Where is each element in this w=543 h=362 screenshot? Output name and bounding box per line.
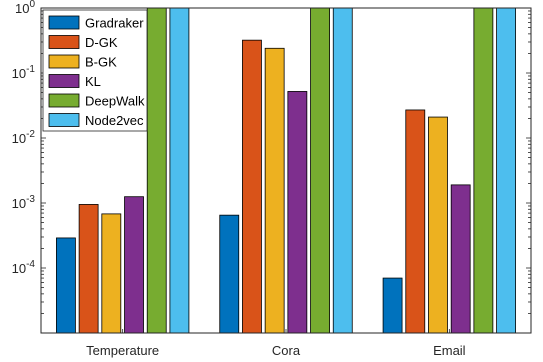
bar-b-gk-temperature xyxy=(101,213,122,333)
bar-node2vec-cora xyxy=(332,8,353,333)
legend-label-d-gk: D-GK xyxy=(85,35,118,50)
y-tick-label: 100 xyxy=(15,0,35,16)
y-tick-label: 10-1 xyxy=(12,64,36,81)
bar-kl-cora xyxy=(287,91,308,333)
legend-swatch-gradraker xyxy=(48,15,80,30)
legend-swatch-kl xyxy=(48,74,80,88)
y-tick-label: 10-2 xyxy=(12,129,36,146)
x-tick-label-temperature: Temperature xyxy=(86,343,159,358)
bar-deepwalk-cora xyxy=(310,8,330,333)
bar-gradraker-email xyxy=(382,277,403,333)
x-axis: Temperature Cora Email xyxy=(86,329,466,358)
bar-node2vec-temperature xyxy=(169,8,190,333)
bar-deepwalk-email xyxy=(473,8,494,333)
x-tick-label-cora: Cora xyxy=(272,343,301,358)
bar-gradraker-temperature xyxy=(56,237,76,333)
bars-group xyxy=(56,8,516,333)
legend-swatch-d-gk xyxy=(48,35,80,49)
x-tick-label-email: Email xyxy=(433,343,466,358)
y-tick-label: 10-3 xyxy=(12,194,36,211)
bar-d-gk-temperature xyxy=(78,204,99,333)
legend-swatch-deepwalk xyxy=(48,93,80,108)
y-tick-label: 10-4 xyxy=(12,259,36,276)
legend-label-node2vec: Node2vec xyxy=(85,113,144,128)
bar-deepwalk-temperature xyxy=(146,8,167,333)
legend-box xyxy=(42,9,148,132)
bar-b-gk-cora xyxy=(264,47,285,333)
bar-kl-email xyxy=(450,184,471,333)
legend-label-kl: KL xyxy=(85,74,101,89)
legend-label-b-gk: B-GK xyxy=(85,55,117,70)
bar-d-gk-cora xyxy=(242,39,262,333)
bar-d-gk-email xyxy=(405,109,426,333)
legend-swatch-b-gk xyxy=(48,54,80,69)
legend-swatch-node2vec xyxy=(48,113,80,127)
y-axis: 100 10-1 10-2 10-3 10-4 xyxy=(12,0,531,334)
bar-kl-temperature xyxy=(124,196,144,333)
legend-label-deepwalk: DeepWalk xyxy=(85,94,145,109)
legend-label-gradraker: Gradraker xyxy=(85,16,144,31)
bar-node2vec-email xyxy=(496,8,516,333)
legend: Gradraker D-GK B-GK KL DeepWalk Node2vec xyxy=(42,9,148,132)
bar-b-gk-email xyxy=(428,116,448,333)
bar-gradraker-cora xyxy=(219,214,240,333)
